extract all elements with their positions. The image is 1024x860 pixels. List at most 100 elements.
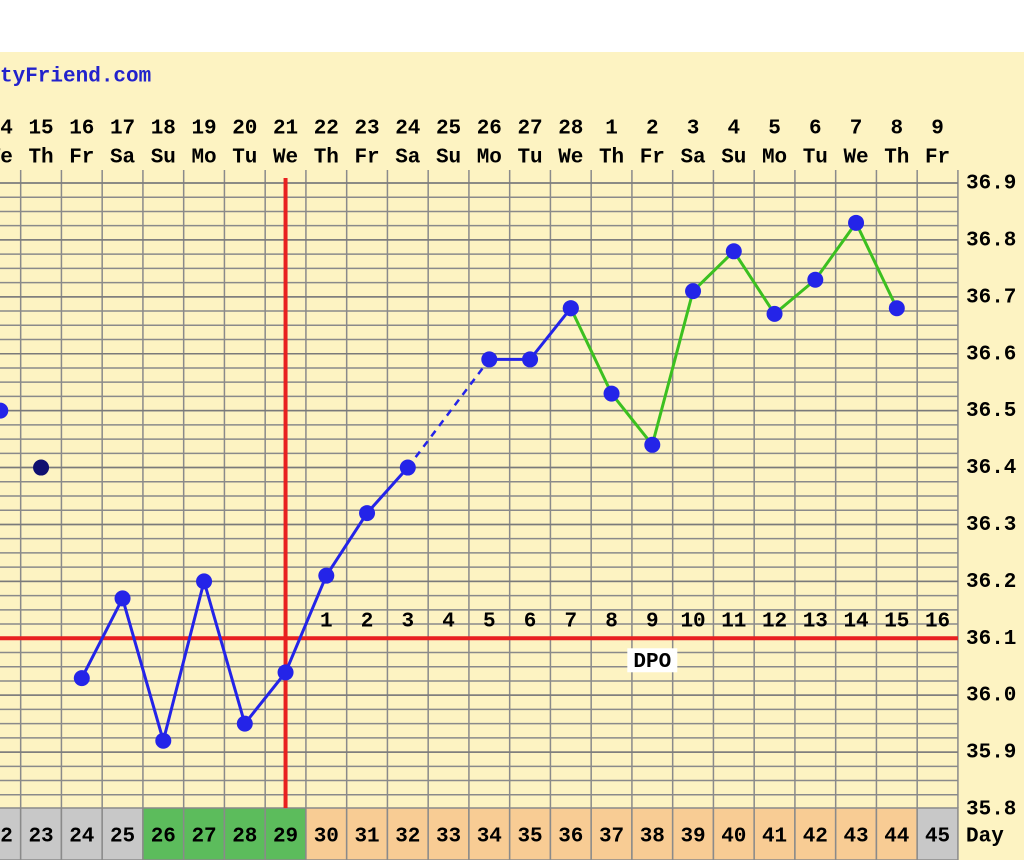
- x-axis-label: Day: [966, 826, 1004, 849]
- x-tick-label: 27: [191, 826, 216, 849]
- temperature-point: [522, 351, 539, 368]
- date-label: 25: [436, 118, 461, 141]
- date-label: 22: [314, 118, 339, 141]
- weekday-label: Th: [884, 147, 909, 170]
- day-cell: [508, 807, 552, 860]
- x-tick-label: 39: [680, 826, 705, 849]
- temperature-point: [73, 670, 90, 687]
- date-label: 27: [517, 118, 542, 141]
- date-label: 24: [395, 118, 420, 141]
- dpo-label: 5: [483, 611, 496, 634]
- x-tick-label: 31: [354, 826, 379, 849]
- weekday-label: We: [0, 147, 13, 170]
- date-label: 7: [850, 118, 863, 141]
- x-tick-label: 44: [884, 826, 909, 849]
- temperature-point: [196, 573, 213, 590]
- temperature-point: [848, 214, 865, 231]
- date-label: 26: [477, 118, 502, 141]
- temperature-point: [155, 732, 172, 749]
- temperature-point: [236, 715, 253, 732]
- date-label: 15: [28, 118, 53, 141]
- date-label: 9: [931, 118, 944, 141]
- temperature-point: [359, 505, 376, 522]
- y-tick-label: 36.9: [966, 173, 1016, 196]
- x-tick-label: 29: [273, 826, 298, 849]
- y-tick-label: 36.6: [966, 343, 1016, 366]
- weekday-label: Tu: [803, 147, 828, 170]
- dpo-label: 12: [762, 611, 787, 634]
- temperature-point: [0, 402, 9, 419]
- date-label: 16: [69, 118, 94, 141]
- date-label: 23: [354, 118, 379, 141]
- x-tick-label: 34: [477, 826, 502, 849]
- day-cell: [794, 807, 837, 860]
- dpo-label: 8: [605, 611, 618, 634]
- x-tick-label: 30: [314, 826, 339, 849]
- day-cell: [549, 807, 592, 860]
- date-label: 5: [768, 118, 781, 141]
- y-tick-label: 36.5: [966, 400, 1016, 423]
- date-label: 8: [890, 118, 903, 141]
- temperature-point: [114, 590, 131, 607]
- y-tick-label: 36.4: [966, 457, 1016, 480]
- weekday-label: We: [273, 147, 298, 170]
- weekday-label: Sa: [110, 147, 136, 170]
- temperature-point: [562, 300, 579, 317]
- dpo-label: 16: [925, 611, 950, 634]
- x-tick-label: 33: [436, 826, 461, 849]
- x-tick-label: 38: [640, 826, 665, 849]
- temperature-point: [685, 283, 702, 300]
- dpo-label: 10: [680, 611, 705, 634]
- dpo-label: 2: [361, 611, 374, 634]
- weekday-label: Sa: [395, 147, 421, 170]
- weekday-label: Tu: [517, 147, 542, 170]
- weekday-label: Su: [721, 147, 746, 170]
- weekday-label: Mo: [191, 147, 216, 170]
- date-label: 20: [232, 118, 257, 141]
- temperature-point: [33, 459, 50, 476]
- weekday-label: Sa: [680, 147, 706, 170]
- weekday-label: Mo: [477, 147, 502, 170]
- dpo-label: 13: [803, 611, 828, 634]
- date-label: 17: [110, 118, 135, 141]
- y-tick-label: 36.2: [966, 571, 1016, 594]
- dpo-label: 11: [721, 611, 746, 634]
- day-cell: [19, 807, 63, 860]
- dpo-label: 9: [646, 611, 659, 634]
- weekday-label: Su: [436, 147, 461, 170]
- dpo-label: 6: [524, 611, 537, 634]
- weekday-label: Mo: [762, 147, 787, 170]
- temperature-point: [766, 305, 783, 322]
- weekday-label: Fr: [69, 147, 94, 170]
- weekday-label: Fr: [354, 147, 379, 170]
- temperature-point: [725, 243, 742, 260]
- temperature-point: [318, 567, 335, 584]
- day-cell: [386, 807, 429, 860]
- x-tick-label: 40: [721, 826, 746, 849]
- day-cell: [712, 807, 755, 860]
- temperature-point: [399, 459, 416, 476]
- y-tick-label: 35.8: [966, 799, 1016, 822]
- x-tick-label: 36: [558, 826, 583, 849]
- temperature-point: [807, 271, 824, 288]
- x-tick-label: 22: [0, 826, 13, 849]
- dpo-box: [627, 648, 678, 673]
- weekday-label: Th: [314, 147, 339, 170]
- temperature-point: [277, 664, 294, 681]
- date-label: 2: [646, 118, 659, 141]
- x-tick-label: 23: [28, 826, 53, 849]
- date-label: 14: [0, 118, 13, 141]
- dpo-label: 4: [442, 611, 455, 634]
- weekday-label: Fr: [640, 147, 665, 170]
- dpo-label: 15: [884, 611, 909, 634]
- x-tick-label: 43: [843, 826, 868, 849]
- weekday-label: Th: [28, 147, 53, 170]
- date-label: 21: [273, 118, 298, 141]
- temperature-point: [603, 385, 620, 402]
- date-label: 28: [558, 118, 583, 141]
- dpo-title: DPO: [633, 651, 671, 674]
- weekday-label: We: [843, 147, 868, 170]
- day-cell: [468, 807, 511, 860]
- weekday-label: Th: [599, 147, 624, 170]
- x-tick-label: 26: [151, 826, 176, 849]
